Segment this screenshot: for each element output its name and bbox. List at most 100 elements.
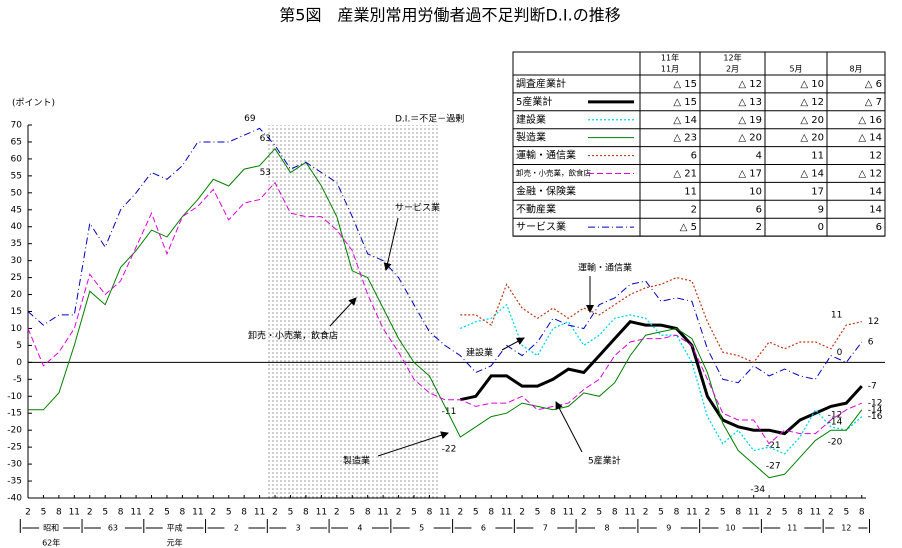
table-cell: 2 [756,222,762,233]
x-tick-label: 8 [674,508,680,518]
table-cell: 6 [691,151,697,162]
x-tick-label: 5 [164,508,170,518]
y-tick-label: 45 [11,205,22,215]
y-tick-label: 10 [11,324,23,334]
x-tick-label: 11 [748,508,759,518]
annotation: 製造業 [343,455,370,467]
x-tick-label: 2 [25,508,31,518]
value-label: -12 [868,399,883,409]
table-cell: △ 7 [865,97,882,108]
value-label: 11 [831,311,842,321]
table-cell: 14 [869,186,882,197]
x-tick-label: 5 [349,508,355,518]
year-label: 9 [666,524,671,533]
table-cell: △ 12 [858,168,882,179]
y-tick-label: 5 [16,341,22,351]
value-label: -7 [868,382,877,392]
y-tick-label: 40 [11,222,23,232]
y-tick-label: 60 [11,154,23,164]
table-cell: △ 15 [673,79,697,90]
table-cell: 12 [869,151,882,162]
y-tick-label: -25 [7,443,22,453]
table-cell: △ 19 [738,115,762,126]
x-tick-label: 2 [396,508,402,518]
legend-label: 製造業 [516,131,546,144]
legend-label: 運輸・通信業 [516,149,576,162]
x-tick-label: 5 [535,508,541,518]
table-cell: △ 5 [680,222,697,233]
table-header: 5月 [789,65,802,74]
y-tick-label: -35 [7,477,22,487]
legend-label: サービス業 [516,220,566,233]
x-tick-label: 11 [69,508,80,518]
legend-label: 建設業 [516,113,546,126]
annotation-arrow [501,337,525,351]
table-cell: △ 20 [800,115,824,126]
year-label: 6 [481,524,486,533]
table-cell: 17 [811,186,824,197]
x-tick-label: 11 [377,508,388,518]
year-label: 2 [234,524,239,533]
x-tick-label: 5 [596,508,602,518]
value-label: 69 [244,114,256,124]
table-cell: 14 [869,204,882,215]
value-label: -21 [766,441,781,451]
year-label: 元年 [167,538,183,548]
x-tick-label: 11 [624,508,635,518]
series-line [460,276,862,364]
table-cell: △ 21 [673,168,697,179]
x-tick-label: 2 [519,508,525,518]
y-tick-label: 65 [11,137,22,147]
table-cell: △ 15 [673,97,697,108]
legend-label: 5産業計 [516,95,552,108]
y-tick-label: 25 [11,273,22,283]
annotation-arrow [383,217,399,271]
table-cell: 0 [818,222,824,233]
y-tick-label: -5 [13,375,22,385]
series-line [459,320,863,436]
year-label: 7 [543,524,548,533]
x-tick-label: 2 [766,508,772,518]
table-cell: 2 [691,204,697,215]
value-label: -11 [442,407,457,417]
x-tick-label: 11 [501,508,512,518]
x-tick-label: 2 [704,508,710,518]
legend-label: 調査産業計 [516,77,566,90]
y-tick-label: -20 [7,426,22,436]
x-tick-label: 5 [720,508,726,518]
x-tick-label: 8 [427,508,433,518]
year-label: 5 [419,524,424,533]
table-cell: 4 [756,151,762,162]
table-cell: △ 16 [858,115,882,126]
x-tick-label: 2 [581,508,587,518]
table-header: 11年 [661,53,679,63]
table-cell: 6 [756,204,762,215]
year-label: 3 [296,524,301,533]
table-cell: △ 23 [673,133,697,144]
table-cell: △ 20 [800,133,824,144]
x-tick-label: 11 [686,508,697,518]
note: D.I.＝不足－過剰 [395,113,464,125]
annotation: 運輸・通信業 [578,262,632,274]
table-cell: △ 12 [738,79,762,90]
value-label: -16 [868,412,883,422]
legend-label: 金融・保険業 [516,184,576,197]
series-line [27,127,863,384]
y-tick-label: 15 [11,307,22,317]
annotation-arrow [377,431,449,457]
value-label: 63 [260,134,271,144]
x-tick-label: 11 [810,508,821,518]
x-tick-label: 11 [316,508,327,518]
y-axis-label: (ポイント) [12,98,55,109]
x-tick-label: 5 [843,508,849,518]
y-tick-label: 35 [11,239,22,249]
x-tick-label: 2 [210,508,216,518]
annotation-arrow [555,401,583,453]
x-tick-label: 2 [149,508,155,518]
table-cell: 11 [811,151,824,162]
x-tick-label: 8 [118,508,124,518]
year-label: 12 [841,524,851,533]
y-tick-label: -30 [7,460,22,470]
x-tick-label: 5 [41,508,47,518]
